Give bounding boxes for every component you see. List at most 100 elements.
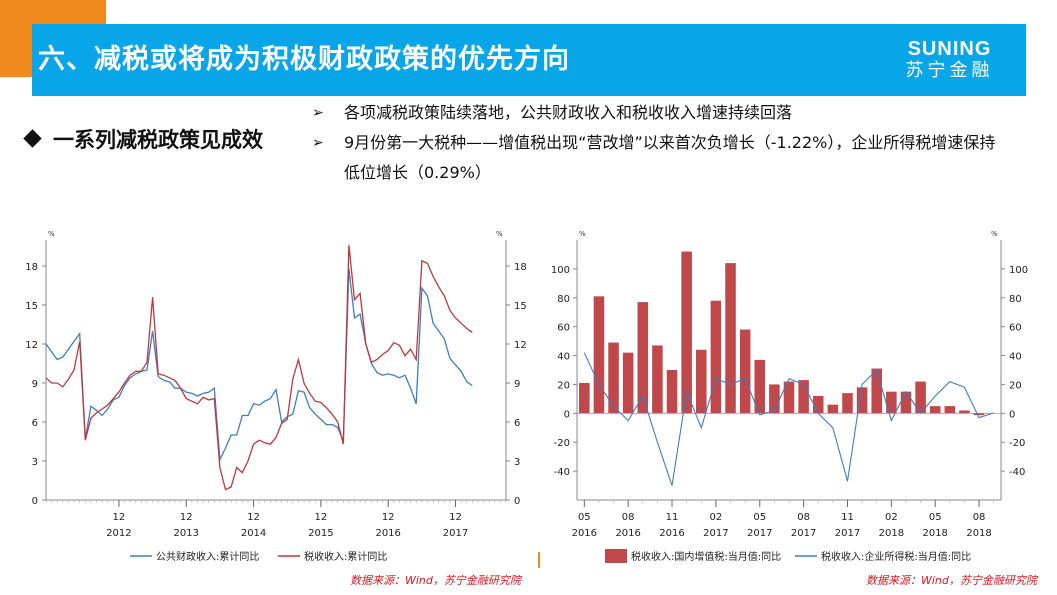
x-tick-label-year: 2017 — [703, 528, 728, 539]
vat-bar — [637, 302, 649, 414]
x-tick-label-month: 11 — [666, 512, 679, 523]
x-tick-label-year: 2018 — [966, 528, 991, 539]
vat-bar — [812, 396, 824, 414]
x-tick-label-year: 2013 — [174, 528, 199, 539]
series-line-2 — [45, 245, 473, 491]
arrow-bullet-icon: ➢ — [312, 105, 324, 121]
separator-mark — [538, 552, 540, 568]
x-tick-label-year: 2015 — [308, 528, 333, 539]
vat-bar — [696, 349, 707, 414]
left-line-chart: % % 0 0 3 3 6 6 9 9 12 12 15 15 18 18 12 2012 12 2013 12 2014… — [25, 230, 527, 563]
vat-bar — [622, 352, 634, 414]
y-tick-label: 100 — [1009, 265, 1028, 276]
x-tick-label-month: 12 — [315, 512, 328, 523]
vat-bar — [739, 329, 751, 414]
right-unit-label: % — [496, 230, 503, 238]
page-title: 六、减税或将成为积极财政政策的优先方向 — [38, 44, 570, 75]
bullet-list: ➢ 各项减税政策陆续落地，公共财政收入和税收收入增速持续回落 ➢ 9月份第一大税… — [312, 98, 1002, 188]
y-tick-label: -40 — [1009, 467, 1025, 478]
y-tick-label: 60 — [557, 323, 570, 334]
y-tick-label: 15 — [25, 301, 38, 312]
vat-bar — [959, 410, 970, 414]
vat-bar — [900, 391, 912, 414]
vat-bar — [754, 359, 766, 414]
y-tick-label: -20 — [554, 438, 570, 449]
cit-line — [583, 352, 994, 486]
y-tick-label: 18 — [25, 262, 38, 273]
headline-text: 一系列减税政策见成效 — [53, 128, 263, 152]
vat-bar — [579, 383, 590, 414]
y-tick-label: 20 — [1009, 380, 1022, 391]
x-tick-label-month: 08 — [973, 512, 986, 523]
right-chart-source: 数据来源：Wind，苏宁金融研究院 — [866, 574, 1037, 587]
vat-bar — [783, 381, 795, 414]
vat-bar — [929, 406, 941, 414]
y-tick-label: -20 — [1009, 438, 1025, 449]
vat-bar — [856, 387, 868, 414]
x-tick-label-year: 2017 — [791, 528, 816, 539]
vat-bar — [915, 381, 926, 414]
x-tick-label-year: 2018 — [922, 528, 947, 539]
x-tick-label-year: 2016 — [572, 528, 597, 539]
diamond-bullet-icon — [23, 129, 42, 148]
x-tick-label-year: 2016 — [615, 528, 640, 539]
arrow-bullet-icon: ➢ — [312, 135, 324, 151]
logo-text-cn: 苏宁金融 — [905, 60, 994, 81]
x-tick-label-year: 2018 — [879, 528, 904, 539]
y-tick-label: 40 — [557, 352, 570, 363]
x-tick-label-year: 2014 — [241, 528, 266, 539]
y-tick-label: 3 — [514, 457, 520, 468]
x-tick-label-month: 12 — [247, 512, 260, 523]
x-tick-label-month: 08 — [622, 512, 635, 523]
x-tick-label-month: 02 — [710, 512, 723, 523]
x-tick-label-year: 2016 — [375, 528, 400, 539]
x-tick-label-year: 2016 — [659, 528, 684, 539]
bullet-text: 9月份第一大税种——增值税出现“营改增”以来首次负增长（-1.22%），企业所得… — [344, 133, 996, 182]
vat-bar — [798, 380, 809, 414]
legend-swatch-1 — [605, 549, 627, 563]
x-tick-label-month: 12 — [449, 512, 462, 523]
x-tick-label-year: 2017 — [443, 528, 468, 539]
bullet-text: 各项减税政策陆续落地，公共财政收入和税收收入增速持续回落 — [344, 103, 793, 122]
left-unit-label: % — [48, 230, 55, 238]
x-tick-label-month: 12 — [180, 512, 193, 523]
y-tick-label: 80 — [1009, 294, 1022, 305]
vat-bar — [593, 296, 605, 414]
y-tick-label: -40 — [554, 467, 570, 478]
x-tick-label-month: 02 — [885, 512, 898, 523]
vat-bar — [842, 393, 853, 414]
vat-bar — [725, 263, 736, 414]
x-tick-label-year: 2017 — [835, 528, 860, 539]
legend-label-1: 税收收入:国内增值税:当月值:同比 — [631, 550, 781, 563]
suning-logo: SUNING 苏宁金融 — [887, 38, 1012, 84]
y-tick-label: 12 — [514, 340, 527, 351]
y-tick-label: 12 — [25, 340, 38, 351]
x-tick-label-year: 2017 — [747, 528, 772, 539]
section-headline: 一系列减税政策见成效 — [23, 124, 263, 154]
logo-text-en: SUNING — [907, 38, 992, 60]
y-tick-label: 100 — [551, 265, 570, 276]
vat-bar — [973, 413, 985, 416]
y-tick-label: 9 — [514, 379, 520, 390]
right-unit-label: % — [991, 230, 998, 238]
x-tick-label-month: 05 — [753, 512, 766, 523]
y-tick-label: 0 — [564, 409, 570, 420]
vat-bar — [666, 370, 678, 414]
x-tick-label-month: 05 — [929, 512, 942, 523]
y-tick-label: 9 — [32, 379, 38, 390]
legend-label-2: 税收收入:累计同比 — [304, 550, 387, 563]
y-tick-label: 80 — [557, 294, 570, 305]
legend-label-1: 公共财政收入:累计同比 — [156, 550, 259, 563]
bullet-item: ➢ 各项减税政策陆续落地，公共财政收入和税收收入增速持续回落 — [312, 98, 1002, 128]
series-line-1 — [45, 268, 473, 463]
x-tick-label-month: 12 — [113, 512, 126, 523]
y-tick-label: 0 — [32, 496, 38, 507]
y-tick-label: 18 — [514, 262, 527, 273]
y-tick-label: 40 — [1009, 352, 1022, 363]
left-chart-source: 数据来源：Wind，苏宁金融研究院 — [350, 574, 521, 587]
vat-bar — [710, 300, 722, 414]
vat-bar — [608, 342, 619, 414]
y-tick-label: 6 — [514, 418, 520, 429]
y-tick-label: 3 — [32, 457, 38, 468]
